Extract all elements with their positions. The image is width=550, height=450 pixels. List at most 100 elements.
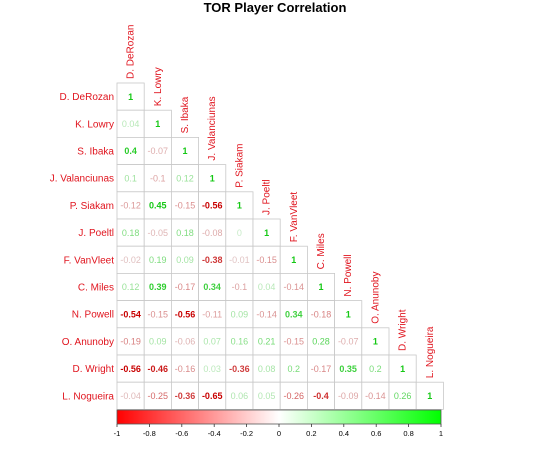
- cell-value: 1: [182, 146, 187, 156]
- cell-value: 1: [400, 364, 405, 374]
- cell-value: -0.04: [120, 391, 141, 401]
- cell-value: -0.08: [202, 228, 223, 238]
- column-label: F. VanVleet: [289, 192, 300, 243]
- heatmap-cell: [116, 272, 145, 301]
- heatmap-cells: 1 0.04 1 0.4 -0.07 1 0.1 -0.1 0.12 1 -0.12 0.45 -0.1…: [116, 82, 444, 410]
- heatmap-cell: [170, 218, 199, 247]
- legend-color-bar: [116, 409, 442, 425]
- cell-value: -0.38: [202, 255, 223, 265]
- column-label: N. Powell: [343, 254, 354, 296]
- cell-value: -0.56: [202, 201, 223, 211]
- heatmap-cell: [334, 354, 363, 383]
- cell-value: -0.07: [338, 337, 359, 347]
- column-label: S. Ibaka: [180, 96, 191, 133]
- row-label: D. Wright: [73, 364, 115, 375]
- heatmap-cell: [361, 327, 390, 356]
- heatmap-cell: [225, 218, 254, 247]
- cell-value: 0.06: [231, 391, 249, 401]
- cell-value: -0.4: [313, 391, 329, 401]
- cell-value: 0.18: [176, 228, 194, 238]
- row-label: L. Nogueira: [62, 391, 114, 402]
- column-label: J. Valanciunas: [207, 96, 218, 160]
- heatmap-cell: [252, 245, 281, 274]
- row-label: P. Siakam: [70, 201, 114, 212]
- legend-tick-label: -0.4: [208, 429, 221, 438]
- column-label: D. DeRozan: [126, 25, 137, 79]
- cell-value: -0.19: [120, 337, 141, 347]
- cell-value: 1: [237, 201, 242, 211]
- cell-value: 1: [155, 119, 160, 129]
- cell-value: 1: [318, 282, 323, 292]
- heatmap-cell: [198, 164, 227, 193]
- cell-value: 0.1: [124, 173, 137, 183]
- heatmap-cell: [116, 218, 145, 247]
- cell-value: 0.09: [149, 337, 167, 347]
- legend-tick-label: 0: [277, 429, 281, 438]
- chart-title: TOR Player Correlation: [204, 0, 347, 15]
- cell-value: 1: [264, 228, 269, 238]
- cell-value: 0.07: [203, 337, 221, 347]
- cell-value: 0.4: [124, 146, 137, 156]
- heatmap-cell: [198, 354, 227, 383]
- column-label: L. Nogueira: [425, 326, 436, 378]
- cell-value: -0.1: [232, 282, 248, 292]
- legend-tick-label: 0.8: [403, 429, 413, 438]
- cell-value: 0.09: [231, 309, 249, 319]
- cell-value: 0.28: [312, 337, 330, 347]
- heatmap-cell: [388, 354, 417, 383]
- cell-value: 0.34: [203, 282, 221, 292]
- cell-value: 0.34: [285, 309, 303, 319]
- heatmap-cell: [116, 381, 145, 410]
- legend-tick-label: -0.6: [175, 429, 188, 438]
- cell-value: -0.12: [120, 201, 141, 211]
- heatmap-cell: [252, 381, 281, 410]
- cell-value: -0.11: [202, 309, 222, 319]
- cell-value: -0.17: [175, 282, 196, 292]
- cell-value: -0.18: [311, 309, 332, 319]
- heatmap-cell: [198, 327, 227, 356]
- heatmap-cell: [252, 327, 281, 356]
- heatmap-cell: [252, 218, 281, 247]
- row-label: K. Lowry: [75, 119, 114, 130]
- cell-value: -0.54: [120, 309, 141, 319]
- cell-value: -0.14: [256, 309, 277, 319]
- cell-value: 1: [128, 92, 133, 102]
- legend-tick-label: 0.4: [339, 429, 349, 438]
- row-label: D. DeRozan: [60, 92, 114, 103]
- heatmap-cell: [415, 381, 444, 410]
- heatmap-cell: [170, 381, 199, 410]
- cell-value: 0.09: [176, 255, 194, 265]
- heatmap-cell: [143, 191, 172, 220]
- cell-value: -0.15: [175, 201, 196, 211]
- row-label: F. VanVleet: [64, 255, 115, 266]
- cell-value: 0.21: [258, 337, 276, 347]
- heatmap-cell: [279, 381, 308, 410]
- cell-value: 0.18: [122, 228, 140, 238]
- cell-value: -0.36: [175, 391, 196, 401]
- row-label: S. Ibaka: [77, 147, 114, 158]
- column-label: O. Anunoby: [370, 272, 381, 324]
- heatmap-cell: [143, 218, 172, 247]
- cell-value: -0.17: [311, 364, 332, 374]
- cell-value: -0.02: [120, 255, 141, 265]
- legend-tick-label: 0.6: [371, 429, 381, 438]
- cell-value: 1: [346, 309, 351, 319]
- row-label: O. Anunoby: [62, 337, 114, 348]
- cell-value: 0.26: [394, 391, 412, 401]
- cell-value: 0.03: [203, 364, 221, 374]
- heatmap-cell: [143, 327, 172, 356]
- legend-tick-label: 1: [439, 429, 443, 438]
- legend-tick-label: -1: [114, 429, 121, 438]
- heatmap-cell: [170, 136, 199, 165]
- row-label: N. Powell: [72, 310, 114, 321]
- cell-value: -0.05: [148, 228, 169, 238]
- cell-value: -0.36: [229, 364, 250, 374]
- cell-value: -0.15: [148, 309, 169, 319]
- cell-value: 0.04: [122, 119, 140, 129]
- cell-value: -0.1: [150, 173, 166, 183]
- cell-value: 0.39: [149, 282, 167, 292]
- heatmap-cell: [252, 354, 281, 383]
- heatmap-cell: [198, 191, 227, 220]
- cell-value: 0.2: [369, 364, 382, 374]
- heatmap-cell: [252, 300, 281, 329]
